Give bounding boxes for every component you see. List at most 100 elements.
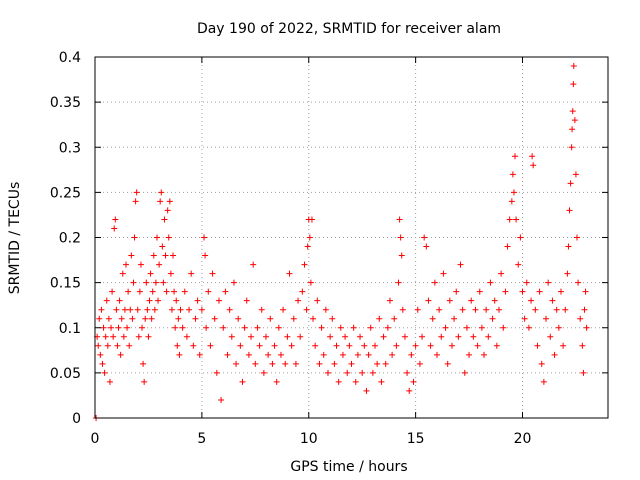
data-point [133, 189, 140, 196]
data-point [431, 279, 438, 286]
data-point [565, 243, 572, 250]
data-point [127, 306, 134, 313]
data-point [252, 360, 259, 367]
data-point [374, 360, 381, 367]
data-point [235, 315, 242, 322]
data-point [201, 234, 208, 241]
data-point [504, 243, 511, 250]
data-point [543, 315, 550, 322]
data-point [521, 315, 528, 322]
data-point [273, 378, 280, 385]
data-point [493, 342, 500, 349]
data-point [391, 315, 398, 322]
data-point [399, 306, 406, 313]
data-point [416, 360, 423, 367]
data-point [114, 342, 121, 349]
data-point [207, 342, 214, 349]
data-point [139, 324, 146, 331]
data-point [372, 342, 379, 349]
data-point [367, 324, 374, 331]
data-point [562, 306, 569, 313]
data-point [487, 279, 494, 286]
data-point [121, 306, 128, 313]
data-point [476, 288, 483, 295]
data-point [512, 153, 519, 160]
data-point [564, 270, 571, 277]
data-point [263, 333, 269, 340]
data-point [395, 279, 402, 286]
data-point [205, 288, 212, 295]
data-point [331, 360, 338, 367]
data-point [320, 351, 327, 358]
data-point [194, 297, 201, 304]
data-point [218, 396, 225, 403]
data-point [308, 216, 315, 223]
data-point [350, 324, 357, 331]
data-point [498, 270, 505, 277]
data-point [173, 297, 180, 304]
data-point [536, 288, 543, 295]
data-point [95, 342, 102, 349]
data-point [245, 351, 252, 358]
data-point [483, 306, 490, 313]
data-point [144, 306, 151, 313]
data-point [568, 144, 575, 151]
data-point [335, 378, 342, 385]
data-point [474, 342, 481, 349]
data-point [378, 378, 385, 385]
y-tick-label: 0.35 [50, 95, 81, 111]
data-point [143, 279, 150, 286]
data-point [277, 351, 284, 358]
data-point [570, 63, 577, 70]
data-point [318, 324, 325, 331]
data-point [398, 252, 405, 259]
data-point [161, 216, 168, 223]
data-point [141, 378, 148, 385]
data-point [523, 279, 530, 286]
data-point [115, 324, 122, 331]
data-point [295, 297, 302, 304]
data-point [166, 198, 173, 205]
data-point [502, 288, 509, 295]
data-point [220, 324, 227, 331]
data-point [463, 324, 470, 331]
data-point [237, 342, 244, 349]
data-point [525, 324, 532, 331]
y-tick-label: 0.2 [59, 231, 81, 247]
data-point [290, 315, 297, 322]
data-point [500, 324, 507, 331]
data-point [271, 342, 278, 349]
data-point [256, 342, 263, 349]
data-point [365, 351, 372, 358]
data-point [451, 315, 458, 322]
data-point [382, 360, 389, 367]
data-point [190, 342, 197, 349]
data-point [119, 270, 126, 277]
data-point [128, 252, 135, 259]
data-point [165, 234, 172, 241]
data-point [401, 333, 408, 340]
data-points [93, 63, 590, 421]
data-point [508, 198, 515, 205]
data-point [461, 369, 468, 376]
data-point [406, 387, 413, 394]
data-point [429, 315, 436, 322]
data-point [198, 306, 205, 313]
data-point [560, 342, 567, 349]
data-point [97, 351, 104, 358]
data-point [448, 342, 455, 349]
data-point [538, 360, 545, 367]
data-point [140, 360, 147, 367]
data-point [151, 306, 158, 313]
data-point [179, 324, 186, 331]
data-point [575, 279, 582, 286]
data-point [306, 234, 313, 241]
data-point [579, 342, 586, 349]
data-point [580, 369, 587, 376]
data-point [329, 315, 336, 322]
data-point [312, 342, 319, 349]
data-point [163, 288, 170, 295]
data-point [275, 324, 282, 331]
data-point [203, 324, 210, 331]
data-point [134, 306, 141, 313]
